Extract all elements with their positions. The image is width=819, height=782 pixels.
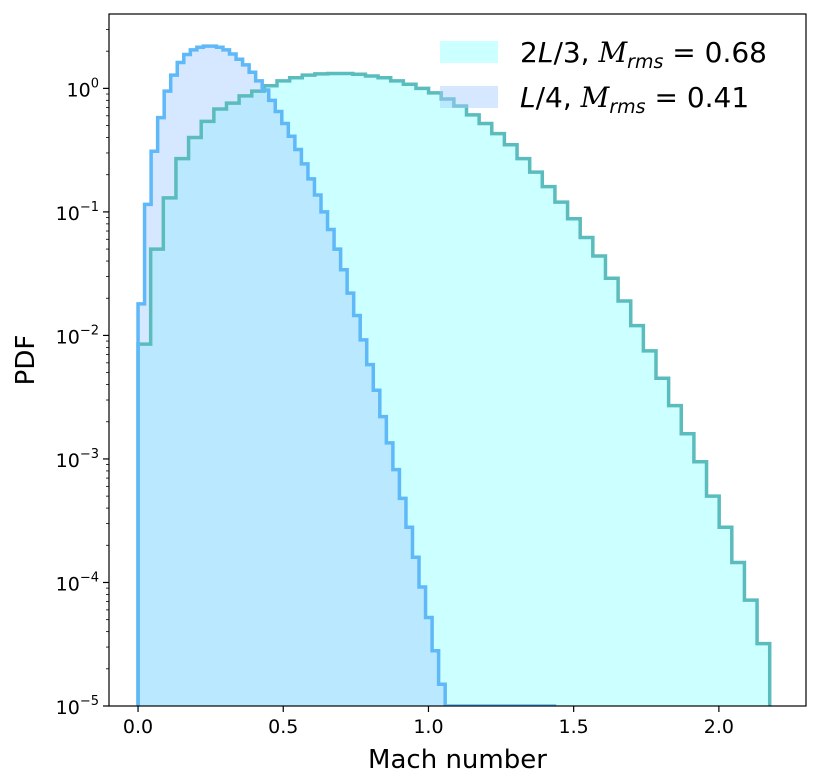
x-tick-label: 2.0 — [704, 716, 734, 738]
x-axis-title: Mach number — [368, 745, 547, 775]
plot-frame — [108, 13, 807, 707]
series-1-step-line — [136, 44, 557, 706]
y-tick-label: 10−5 — [56, 694, 99, 719]
y-tick-label: 100 — [67, 76, 99, 101]
legend-swatch-0 — [440, 41, 498, 63]
x-tick-label: 1.5 — [559, 716, 589, 738]
y-tick-label: 10−1 — [56, 200, 99, 225]
series-1-fill — [138, 46, 557, 706]
series-0-step-line — [136, 71, 772, 706]
y-tick-label: 10−2 — [56, 323, 99, 348]
x-tick-label: 0.5 — [268, 716, 298, 738]
x-axis: 0.0 0.5 1.0 1.5 2.0 — [123, 706, 734, 738]
legend-swatch-1 — [440, 86, 498, 108]
legend: 2L/3, Mrms = 0.68 L/4, Mrms = 0.41 — [440, 36, 767, 118]
x-tick-label: 1.0 — [413, 716, 443, 738]
series-layer — [136, 44, 772, 706]
legend-label-0: 2L/3, Mrms = 0.68 — [520, 36, 767, 73]
legend-label-1: L/4, Mrms = 0.41 — [520, 81, 749, 118]
x-tick-label: 0.0 — [123, 716, 153, 738]
series-0-fill — [138, 73, 770, 706]
y-tick-label: 10−4 — [56, 570, 99, 595]
y-axis-title: PDF — [11, 335, 41, 386]
y-tick-label: 10−3 — [56, 447, 99, 472]
y-axis: 10−5 10−4 10−3 10−2 10−1 100 — [56, 29, 109, 719]
